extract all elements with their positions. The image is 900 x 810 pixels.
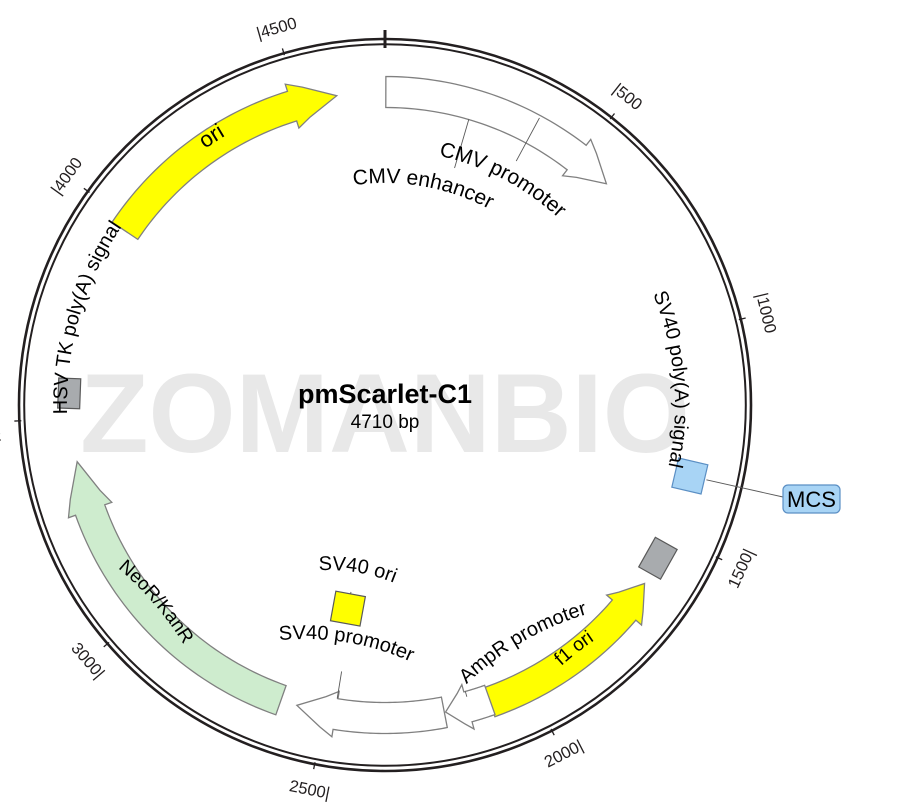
svg-text:|500: |500 (609, 80, 645, 114)
svg-text:|4000: |4000 (48, 154, 87, 198)
svg-text:3500|: 3500| (0, 401, 3, 443)
svg-text:4710 bp: 4710 bp (351, 412, 420, 433)
svg-text:SV40 promoter: SV40 promoter (278, 622, 418, 666)
svg-text:CMV enhancer: CMV enhancer (352, 165, 498, 214)
svg-text:|4500: |4500 (255, 14, 299, 43)
svg-text:|1000: |1000 (752, 291, 779, 335)
svg-text:1500|: 1500| (725, 546, 758, 591)
svg-text:3000|: 3000| (67, 639, 107, 682)
svg-text:SV40 ori: SV40 ori (319, 553, 401, 587)
svg-text:2500|: 2500| (288, 777, 332, 803)
svg-text:2000|: 2000| (542, 737, 587, 772)
svg-text:MCS: MCS (787, 487, 836, 512)
svg-text:pmScarlet-C1: pmScarlet-C1 (298, 379, 472, 409)
